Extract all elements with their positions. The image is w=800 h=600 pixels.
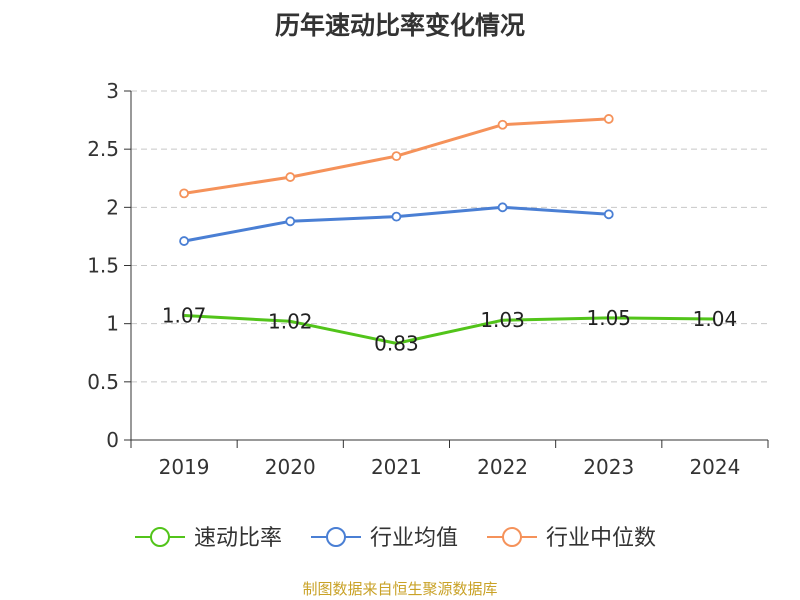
y-tick-label: 1.5 xyxy=(87,254,119,278)
y-tick-label: 2.5 xyxy=(87,137,119,161)
legend-marker xyxy=(326,527,346,547)
data-point xyxy=(179,236,189,246)
data-label: 1.04 xyxy=(693,307,738,331)
legend-marker xyxy=(502,527,522,547)
legend-label: 速动比率 xyxy=(194,526,282,551)
data-label: 1.07 xyxy=(162,304,207,328)
y-tick-label: 0.5 xyxy=(87,370,119,394)
data-label: 0.83 xyxy=(374,331,419,355)
x-tick-label: 2024 xyxy=(689,455,740,479)
legend-label: 行业均值 xyxy=(370,526,458,551)
legend-marker xyxy=(150,527,170,547)
chart-title: 历年速动比率变化情况 xyxy=(274,11,525,40)
data-point xyxy=(285,172,296,182)
x-tick-label: 2022 xyxy=(477,455,528,479)
data-label: 1.05 xyxy=(586,306,631,330)
data-point xyxy=(285,216,296,227)
data-point xyxy=(603,114,614,124)
y-tick-label: 1 xyxy=(106,312,119,336)
data-label: 1.03 xyxy=(480,308,525,332)
data-point xyxy=(497,202,508,213)
data-point xyxy=(391,151,402,162)
y-tick-label: 2 xyxy=(106,195,119,219)
x-tick-label: 2023 xyxy=(583,455,634,479)
source-note: 制图数据来自恒生聚源数据库 xyxy=(302,580,498,598)
data-label: 1.02 xyxy=(268,309,313,333)
data-point xyxy=(497,119,508,130)
data-point xyxy=(179,188,189,199)
x-tick-label: 2020 xyxy=(265,455,316,479)
series-line-0 xyxy=(184,314,715,345)
y-tick-label: 0 xyxy=(106,428,119,452)
x-tick-label: 2021 xyxy=(371,455,422,479)
y-tick-label: 3 xyxy=(106,79,119,103)
data-point xyxy=(391,211,402,222)
legend-label: 行业中位数 xyxy=(546,526,656,551)
x-tick-label: 2019 xyxy=(159,455,210,479)
data-point xyxy=(603,209,614,220)
